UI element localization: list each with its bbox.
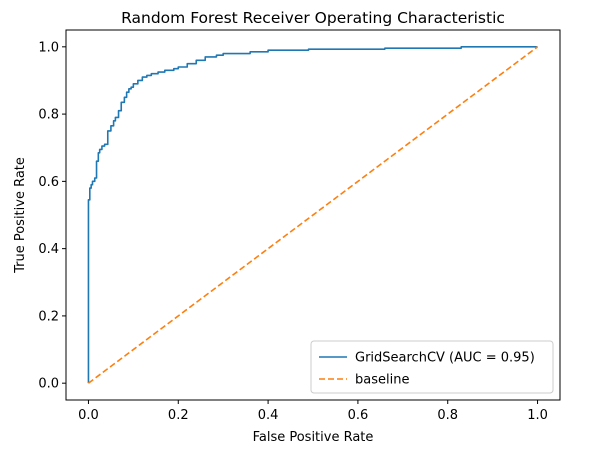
y-axis-title: True Positive Rate bbox=[13, 157, 28, 274]
legend-box bbox=[310, 340, 554, 394]
y-axis: 0.0 0.2 0.4 0.6 0.8 1.0 bbox=[38, 40, 66, 392]
x-tick-label: 0.2 bbox=[168, 408, 189, 423]
x-tick-label: 0.6 bbox=[348, 408, 369, 423]
x-tick-label: 0.0 bbox=[78, 408, 99, 423]
legend-label: GridSearchCV (AUC = 0.95) bbox=[355, 351, 535, 366]
x-tick-label: 1.0 bbox=[527, 408, 548, 423]
y-tick-label: 0.8 bbox=[38, 108, 59, 123]
x-axis: 0.0 0.2 0.4 0.6 0.8 1.0 bbox=[78, 400, 548, 423]
plot-area bbox=[87, 46, 539, 384]
series-line-roc-curve bbox=[87, 46, 538, 384]
legend: GridSearchCV (AUC = 0.95) baseline bbox=[310, 340, 554, 394]
y-tick-label: 0.4 bbox=[38, 242, 59, 257]
legend-label: baseline bbox=[355, 373, 409, 388]
x-axis-title: False Positive Rate bbox=[253, 430, 374, 445]
y-tick-label: 0.0 bbox=[38, 377, 59, 392]
y-tick-label: 1.0 bbox=[38, 40, 59, 55]
x-tick-label: 0.4 bbox=[258, 408, 279, 423]
axes-frame bbox=[65, 29, 561, 401]
x-tick-label: 0.8 bbox=[437, 408, 458, 423]
series-line-baseline bbox=[87, 46, 539, 384]
y-tick-label: 0.6 bbox=[38, 175, 59, 190]
y-tick-label: 0.2 bbox=[38, 309, 59, 324]
chart-title: Random Forest Receiver Operating Charact… bbox=[121, 9, 505, 27]
